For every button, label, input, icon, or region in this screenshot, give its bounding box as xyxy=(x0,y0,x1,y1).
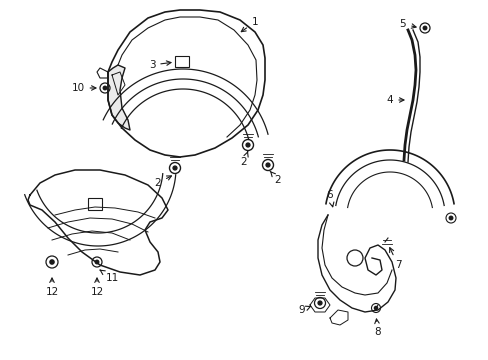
Bar xyxy=(175,56,189,67)
Text: 11: 11 xyxy=(100,270,119,283)
Text: 6: 6 xyxy=(326,190,333,207)
Circle shape xyxy=(448,216,452,220)
Text: 8: 8 xyxy=(374,319,381,337)
Text: 3: 3 xyxy=(148,60,171,70)
Text: 7: 7 xyxy=(389,248,401,270)
Circle shape xyxy=(245,143,249,147)
Circle shape xyxy=(374,306,377,310)
Circle shape xyxy=(173,166,177,170)
Text: 12: 12 xyxy=(45,278,59,297)
Text: 2: 2 xyxy=(240,152,247,167)
Text: 2: 2 xyxy=(154,176,171,188)
Polygon shape xyxy=(108,65,130,130)
Text: 1: 1 xyxy=(241,17,258,32)
Circle shape xyxy=(50,260,54,264)
Text: 4: 4 xyxy=(386,95,403,105)
Text: 5: 5 xyxy=(399,19,415,29)
Text: 2: 2 xyxy=(269,171,281,185)
Text: 9: 9 xyxy=(298,305,310,315)
Circle shape xyxy=(317,301,321,305)
Bar xyxy=(88,198,102,210)
Circle shape xyxy=(95,260,99,264)
Text: 10: 10 xyxy=(71,83,96,93)
Text: 12: 12 xyxy=(90,278,103,297)
Circle shape xyxy=(423,26,426,30)
Circle shape xyxy=(103,86,106,90)
Circle shape xyxy=(265,163,269,167)
